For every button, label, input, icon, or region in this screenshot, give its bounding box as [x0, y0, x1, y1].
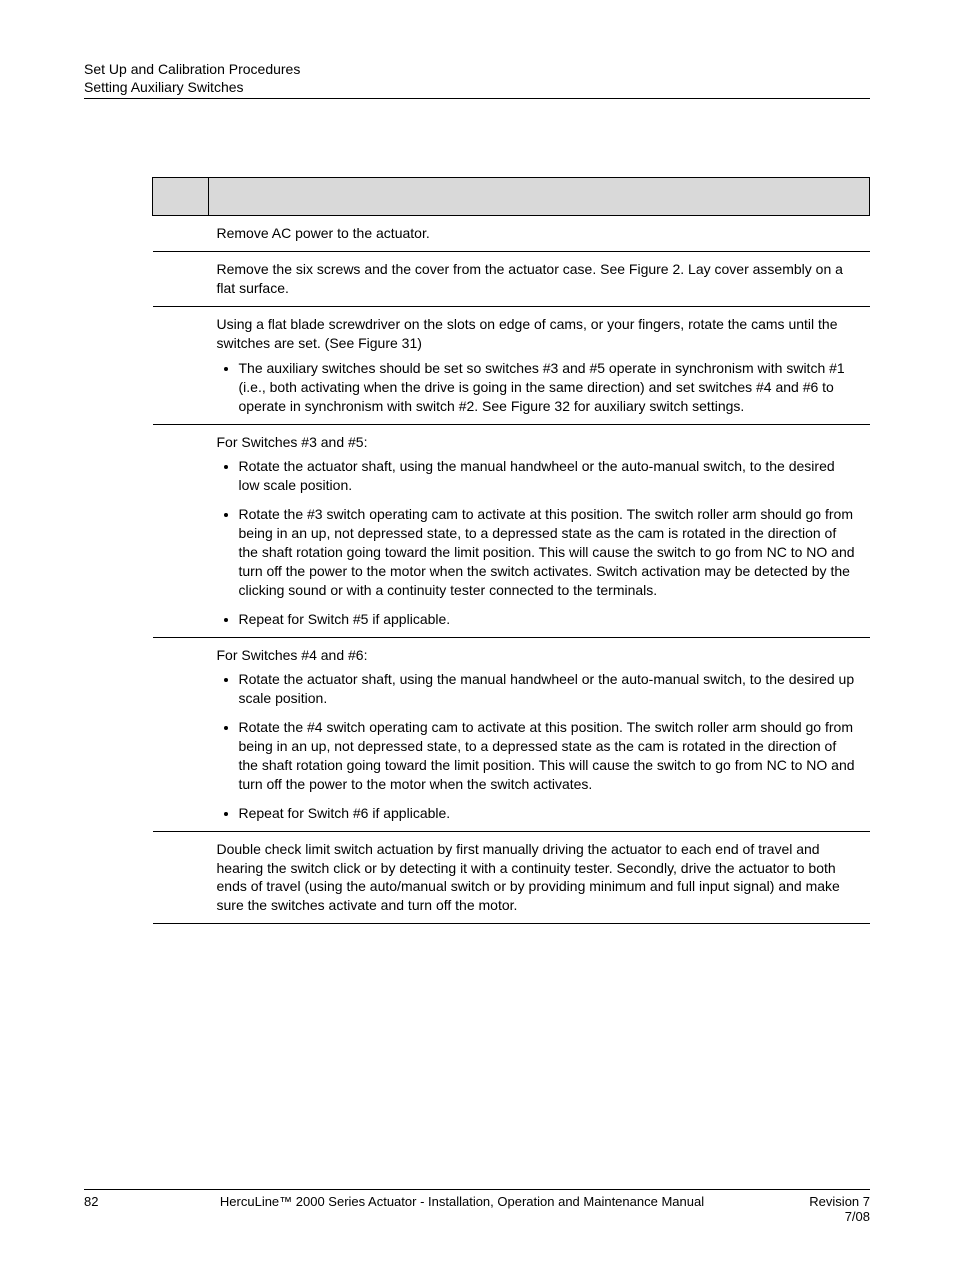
step-cell: [153, 252, 209, 307]
content-area: Remove AC power to the actuator. Remove t…: [152, 177, 870, 924]
table-row: Remove AC power to the actuator.: [153, 216, 870, 252]
step-cell: [153, 307, 209, 424]
header-line-1: Set Up and Calibration Procedures: [84, 60, 870, 78]
footer-revision: Revision 7: [809, 1194, 870, 1209]
footer-page-number: 82: [84, 1194, 144, 1224]
footer-date: 7/08: [780, 1209, 870, 1224]
step-cell: [153, 424, 209, 637]
action-bullet: Rotate the actuator shaft, using the man…: [239, 670, 860, 708]
action-paragraph: Remove AC power to the actuator.: [217, 224, 860, 243]
step-cell: [153, 831, 209, 924]
footer-right: Revision 7 7/08: [780, 1194, 870, 1224]
table-row: Using a flat blade screwdriver on the sl…: [153, 307, 870, 424]
action-cell: For Switches #4 and #6: Rotate the actuat…: [209, 637, 870, 831]
action-paragraph: Using a flat blade screwdriver on the sl…: [217, 315, 860, 353]
action-bullet: Repeat for Switch #6 if applicable.: [239, 804, 860, 823]
col-header-step: [153, 178, 209, 216]
action-bullet: Repeat for Switch #5 if applicable.: [239, 610, 860, 629]
table-row: Remove the six screws and the cover from…: [153, 252, 870, 307]
procedure-table: Remove AC power to the actuator. Remove t…: [152, 177, 870, 924]
page-header: Set Up and Calibration Procedures Settin…: [84, 60, 870, 99]
action-paragraph: For Switches #3 and #5:: [217, 433, 860, 452]
action-paragraph: Remove the six screws and the cover from…: [217, 260, 860, 298]
action-paragraph: For Switches #4 and #6:: [217, 646, 860, 665]
action-bullet: Rotate the #3 switch operating cam to ac…: [239, 505, 860, 599]
action-bullet-list: Rotate the actuator shaft, using the man…: [217, 670, 860, 822]
action-bullet-list: The auxiliary switches should be set so …: [217, 359, 860, 416]
action-bullet: Rotate the #4 switch operating cam to ac…: [239, 718, 860, 794]
footer-title: HercuLine™ 2000 Series Actuator - Instal…: [144, 1194, 780, 1224]
action-bullet: The auxiliary switches should be set so …: [239, 359, 860, 416]
action-bullet-list: Rotate the actuator shaft, using the man…: [217, 457, 860, 628]
action-cell: Double check limit switch actuation by f…: [209, 831, 870, 924]
action-bullet: Rotate the actuator shaft, using the man…: [239, 457, 860, 495]
col-header-action: [209, 178, 870, 216]
action-cell: Using a flat blade screwdriver on the sl…: [209, 307, 870, 424]
action-cell: Remove AC power to the actuator.: [209, 216, 870, 252]
header-line-2: Setting Auxiliary Switches: [84, 78, 870, 96]
table-row: For Switches #3 and #5: Rotate the actuat…: [153, 424, 870, 637]
table-row: For Switches #4 and #6: Rotate the actuat…: [153, 637, 870, 831]
footer-rule: [84, 1189, 870, 1190]
page-footer: 82 HercuLine™ 2000 Series Actuator - Ins…: [84, 1189, 870, 1224]
action-cell: Remove the six screws and the cover from…: [209, 252, 870, 307]
page: Set Up and Calibration Procedures Settin…: [0, 0, 954, 1272]
header-rule: [84, 98, 870, 99]
step-cell: [153, 637, 209, 831]
step-cell: [153, 216, 209, 252]
action-paragraph: Double check limit switch actuation by f…: [217, 840, 860, 916]
table-row: Double check limit switch actuation by f…: [153, 831, 870, 924]
action-cell: For Switches #3 and #5: Rotate the actuat…: [209, 424, 870, 637]
